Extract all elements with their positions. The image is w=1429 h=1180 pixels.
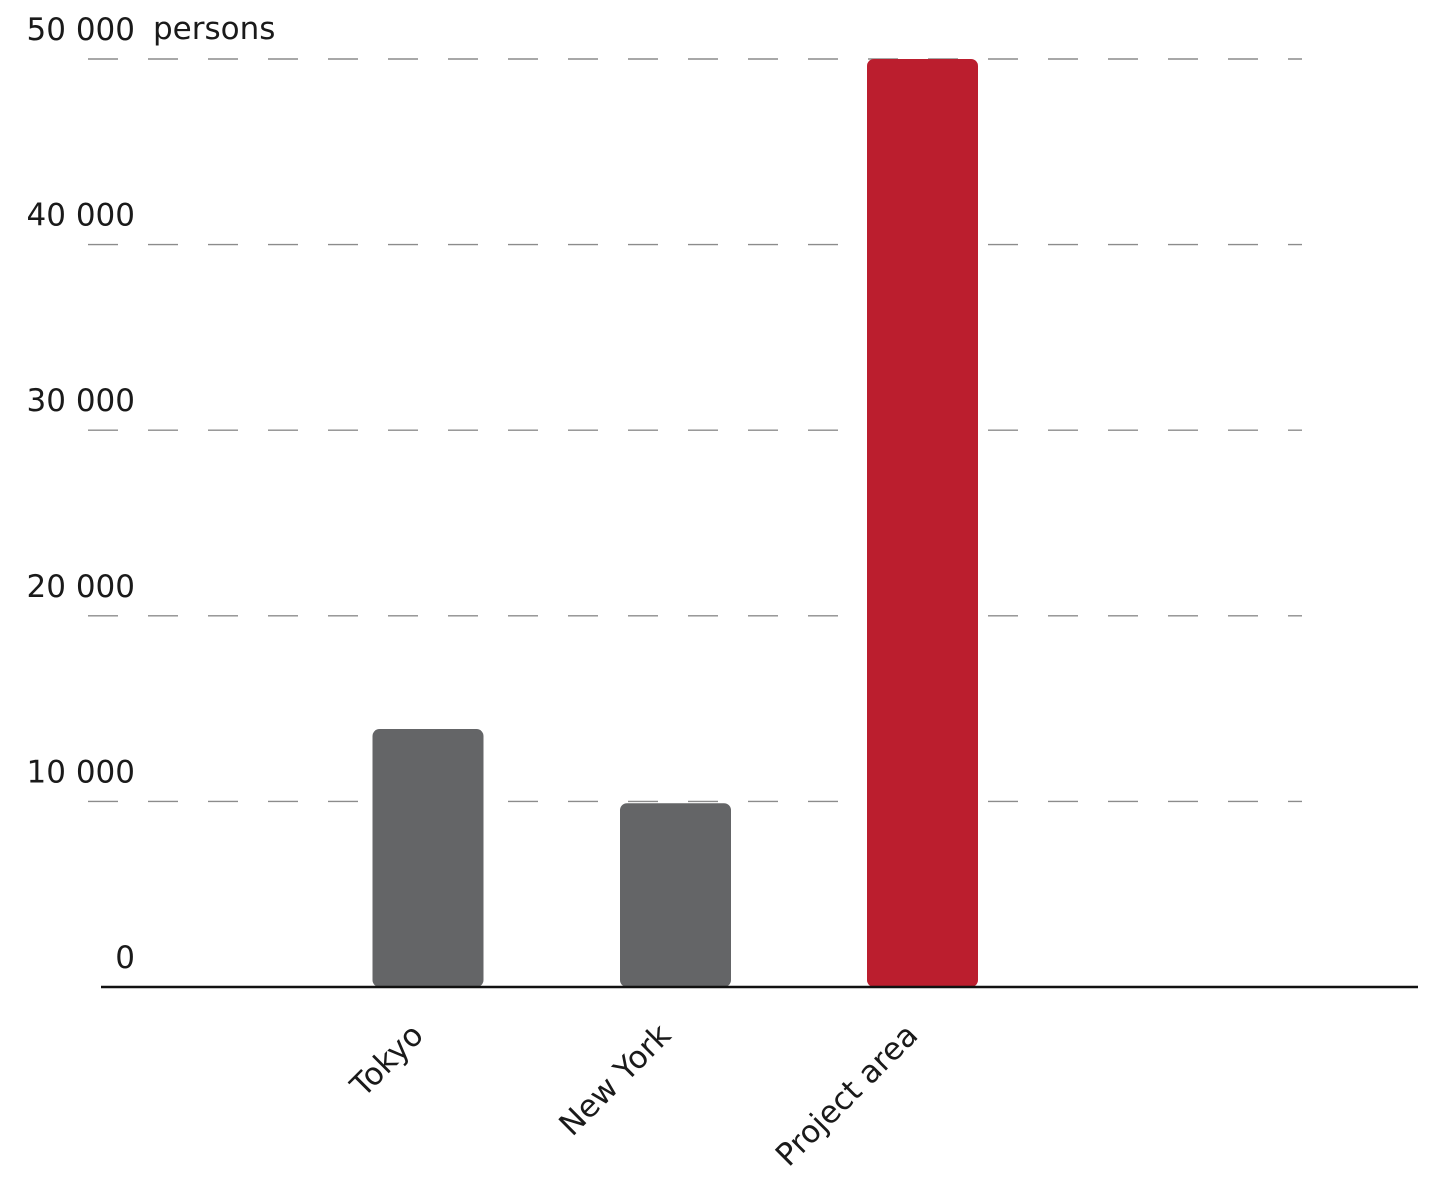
bars [372,59,978,987]
y-tick-label: 20 000 [27,569,135,605]
y-tick-label: 0 [115,940,135,976]
bar-tokyo [372,729,484,987]
x-category-label: Project area [769,1017,925,1173]
y-axis-unit-label: persons [153,11,275,47]
x-axis-category-labels: Tokyo New York Project area [343,1017,925,1173]
x-category-label: New York [552,1017,678,1143]
y-axis-tick-labels: 0 10 000 20 000 30 000 40 000 50 000 [27,12,135,976]
y-tick-label: 40 000 [27,198,135,234]
bar-project-area [867,59,978,987]
y-tick-label: 30 000 [27,383,135,419]
bar-new-york [620,803,731,987]
y-tick-label: 10 000 [27,754,135,790]
gridlines [88,58,1302,803]
y-tick-label: 50 000 [27,12,135,48]
x-category-label: Tokyo [343,1017,431,1105]
